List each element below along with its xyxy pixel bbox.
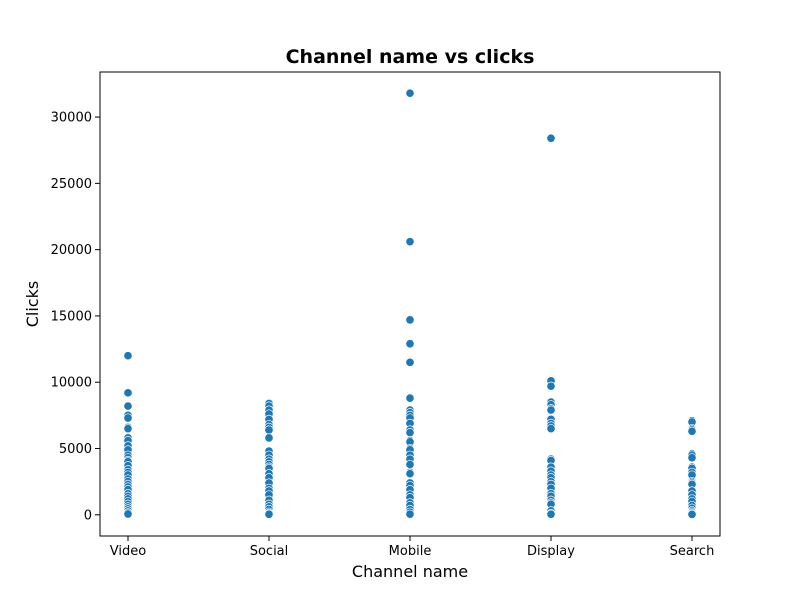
data-point-display [546,424,556,434]
y-tick-label: 10000 [51,376,92,391]
x-tick-label-search: Search [670,544,715,559]
chart-title: Channel name vs clicks [286,46,535,68]
y-tick-label: 20000 [51,243,92,258]
data-point-search [687,453,697,463]
data-point-mobile [405,315,415,325]
y-axis: 0 5000 10000 15000 20000 25000 30000 [51,111,100,523]
data-point-mobile [405,459,415,469]
data-point-mobile [405,428,415,438]
data-point-video [123,401,133,411]
data-point-display [546,381,556,391]
data-point-search [687,426,697,436]
data-point-mobile [405,237,415,247]
data-point-search [687,509,697,519]
data-point-video [123,413,133,423]
data-point-mobile [405,357,415,367]
data-point-mobile [405,88,415,98]
y-tick-label: 25000 [51,177,92,192]
data-points [123,88,697,519]
data-point-mobile [405,469,415,479]
data-point-display [546,133,556,143]
data-point-social [264,425,274,435]
data-point-display [546,509,556,519]
y-axis-label: Clicks [23,281,42,327]
data-point-display [546,405,556,415]
x-axis: Video Social Mobile Display Search [110,536,715,559]
y-tick-label: 30000 [51,111,92,126]
data-point-mobile [405,339,415,349]
data-point-social [264,509,274,519]
data-point-video [123,351,133,361]
x-tick-label-display: Display [527,544,575,559]
data-point-mobile [405,393,415,403]
data-point-social [264,433,274,443]
x-tick-label-social: Social [250,544,289,559]
data-point-mobile [405,509,415,519]
data-point-video [123,388,133,398]
x-tick-label-video: Video [110,544,146,559]
y-tick-label: 15000 [51,309,92,324]
data-point-video [123,424,133,434]
y-tick-label: 0 [84,508,92,523]
data-point-video [123,509,133,519]
y-tick-label: 5000 [59,442,92,457]
x-tick-label-mobile: Mobile [389,544,432,559]
x-axis-label: Channel name [352,562,468,581]
